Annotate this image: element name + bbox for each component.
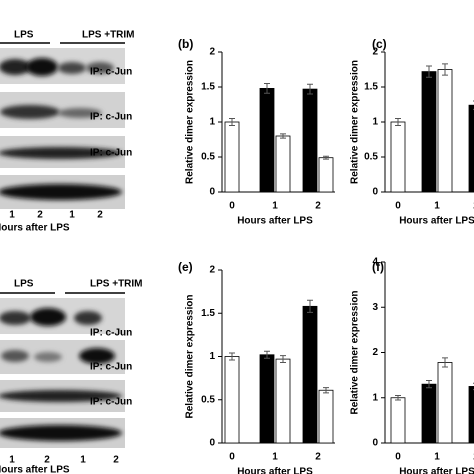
y-tick-label: 3: [372, 302, 378, 313]
error-bar: [395, 394, 401, 401]
bar: [275, 135, 291, 193]
lane-label: 2: [37, 210, 43, 221]
x-tick-label: 2: [315, 452, 321, 463]
y-tick-label: 1.5: [201, 308, 215, 319]
x-tick-label: 1: [272, 452, 278, 463]
bar: [468, 104, 474, 193]
probe-label: IP: c-Jun: [90, 397, 132, 408]
x-tick-label: 2: [315, 201, 321, 212]
lane-label: 2: [113, 455, 119, 466]
bar: [390, 397, 406, 444]
probe-label: IP: c-Jun: [90, 328, 132, 339]
y-tick-label: 2: [209, 265, 215, 276]
error-bar: [323, 387, 329, 394]
error-bar: [264, 83, 270, 94]
error-bar: [229, 352, 235, 361]
x-tick-label: 1: [272, 201, 278, 212]
y-tick-label: 0.5: [201, 152, 215, 163]
error-bar: [426, 65, 432, 78]
x-tick-label: 0: [229, 201, 235, 212]
panel-label: (f): [372, 260, 384, 274]
error-bar: [307, 83, 313, 95]
panel-label: (e): [178, 260, 193, 274]
lane-label: 1: [9, 210, 15, 221]
x-axis-label: Hours after LPS: [0, 465, 70, 474]
panel-label: (b): [178, 37, 193, 51]
group-label: LPS +TRIM: [90, 279, 143, 290]
bar: [259, 88, 275, 193]
y-tick-label: 2: [209, 47, 215, 58]
x-axis-label: Hours after LPS: [399, 467, 474, 474]
error-bar: [323, 155, 329, 160]
error-bar: [280, 133, 286, 139]
error-bar: [229, 118, 235, 126]
error-bar: [307, 299, 313, 313]
bar: [318, 389, 334, 444]
probe-label: IP: c-Jun: [90, 148, 132, 159]
x-tick-label: 0: [395, 201, 401, 212]
lane-label: 1: [69, 210, 75, 221]
bar: [259, 354, 275, 444]
panel-label: (c): [372, 37, 387, 51]
y-tick-label: 1.5: [364, 82, 378, 93]
y-tick-label: 0.5: [201, 394, 215, 405]
lane-label: 1: [9, 455, 15, 466]
blot-top: [0, 42, 125, 209]
error-bar: [426, 380, 432, 389]
y-tick-label: 1.5: [201, 82, 215, 93]
y-tick-label: 0.5: [364, 152, 378, 163]
group-label: LPS: [14, 30, 34, 41]
x-axis-label: Hours after LPS: [237, 216, 313, 227]
bar: [437, 362, 453, 444]
probe-label: IP: c-Jun: [90, 112, 132, 123]
bar: [275, 358, 291, 444]
probe-label: IP: c-Jun: [90, 362, 132, 373]
bar: [224, 356, 240, 444]
bar: [437, 69, 453, 193]
bar: [224, 121, 240, 193]
y-tick-label: 0: [372, 438, 378, 449]
y-tick-label: 1: [209, 351, 215, 362]
x-tick-label: 0: [395, 452, 401, 463]
error-bar: [264, 350, 270, 359]
probe-label: IP: c-Jun: [90, 67, 132, 78]
x-axis-label: Hours after LPS: [237, 467, 313, 474]
blot-bottom: [0, 292, 125, 448]
y-axis-label: Relative dimer expression: [185, 295, 196, 419]
y-tick-label: 1: [372, 117, 378, 128]
x-axis-label: Hours after LPS: [399, 216, 474, 227]
bar: [302, 88, 318, 193]
error-bar: [395, 118, 401, 126]
x-tick-label: 1: [434, 201, 440, 212]
y-tick-label: 4: [372, 257, 378, 268]
bar: [468, 386, 474, 444]
error-bar: [442, 357, 448, 368]
bar: [302, 305, 318, 444]
y-tick-label: 2: [372, 347, 378, 358]
group-label: LPS: [14, 279, 34, 290]
y-tick-label: 2: [372, 47, 378, 58]
x-tick-label: 0: [229, 452, 235, 463]
lane-label: 2: [97, 210, 103, 221]
error-bar: [442, 63, 448, 76]
x-axis-label: Hours after LPS: [0, 223, 70, 234]
bar: [390, 121, 406, 193]
bar: [421, 71, 437, 193]
y-axis-label: Relative dimer expression: [350, 291, 361, 415]
y-tick-label: 0: [209, 187, 215, 198]
y-tick-label: 1: [209, 117, 215, 128]
x-tick-label: 1: [434, 452, 440, 463]
lane-label: 2: [44, 455, 50, 466]
lane-label: 1: [80, 455, 86, 466]
bar: [421, 383, 437, 444]
y-tick-label: 0: [209, 438, 215, 449]
bar: [318, 157, 334, 193]
error-bar: [280, 355, 286, 364]
y-tick-label: 0: [372, 187, 378, 198]
y-axis-label: Relative dimer expression: [350, 60, 361, 184]
y-tick-label: 1: [372, 392, 378, 403]
group-label: LPS +TRIM: [82, 30, 135, 41]
y-axis-label: Relative dimer expression: [185, 60, 196, 184]
